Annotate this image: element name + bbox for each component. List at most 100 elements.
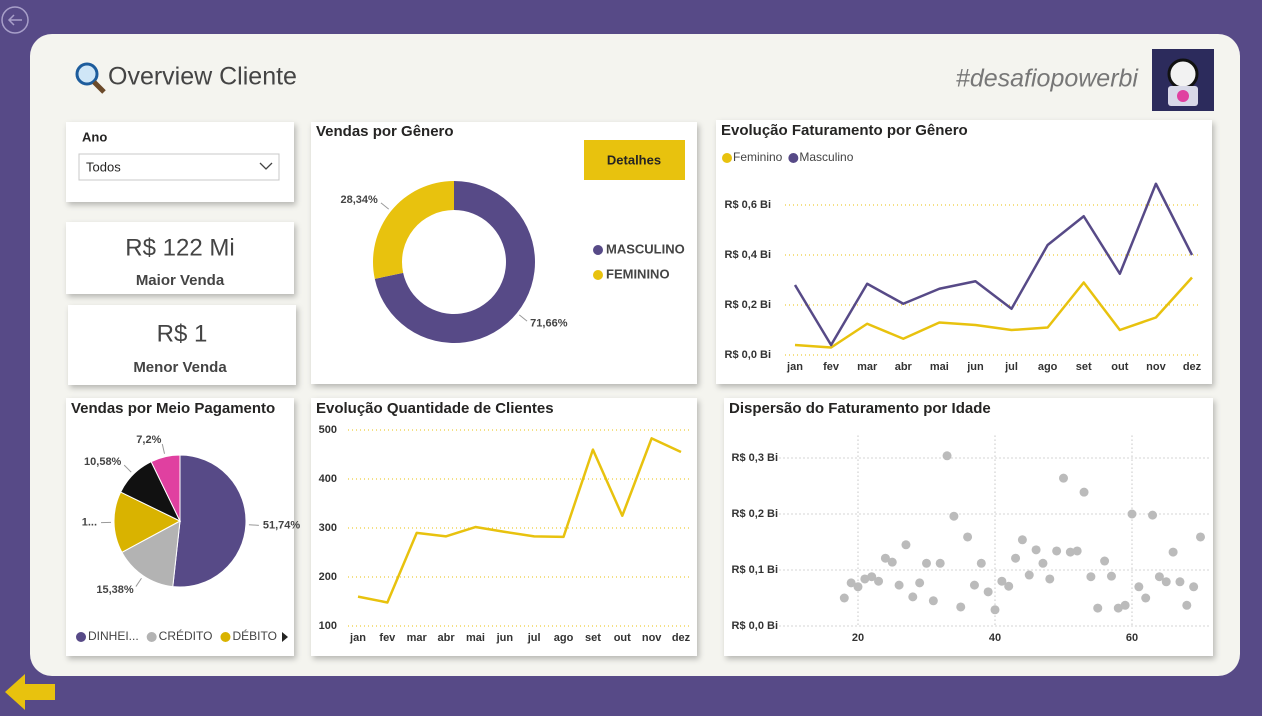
chart-title: Evolução Quantidade de Clientes bbox=[316, 400, 554, 417]
legend-label: DINHEI... bbox=[88, 629, 139, 643]
line-series bbox=[794, 276, 1193, 349]
scatter-point bbox=[1038, 558, 1048, 568]
leader-line bbox=[135, 577, 142, 587]
x-tick-label: dez bbox=[672, 632, 691, 644]
leader-line bbox=[123, 464, 132, 473]
legend-label: CRÉDITO bbox=[159, 628, 213, 643]
scatter-point bbox=[867, 572, 877, 582]
scatter-point bbox=[949, 511, 959, 521]
scatter-point bbox=[935, 558, 945, 568]
scatter-point bbox=[1004, 581, 1014, 591]
card-label: Maior Venda bbox=[136, 272, 225, 289]
slicer-label: Ano bbox=[82, 129, 107, 144]
y-tick-label: 400 bbox=[319, 473, 337, 485]
scatter-point bbox=[1196, 532, 1205, 542]
x-tick-label: fev bbox=[823, 361, 840, 373]
y-tick-label: 300 bbox=[319, 522, 337, 534]
pie-slice bbox=[121, 520, 181, 588]
scatter-point bbox=[846, 578, 856, 588]
data-label: 10,58% bbox=[84, 456, 122, 468]
pie-slice bbox=[113, 491, 182, 554]
data-label: 15,38% bbox=[96, 584, 134, 596]
legend-label: FEMININO bbox=[606, 266, 670, 281]
y-tick-label: 100 bbox=[319, 620, 337, 632]
leader-line bbox=[161, 443, 166, 454]
x-tick-label: fev bbox=[379, 632, 396, 644]
scatter-point bbox=[1024, 570, 1034, 580]
y-tick-label: 200 bbox=[319, 571, 337, 583]
leader-line bbox=[380, 202, 390, 210]
chart-title: Dispersão do Faturamento por Idade bbox=[729, 400, 991, 417]
x-tick-label: mar bbox=[407, 632, 428, 644]
avatar-logo bbox=[1177, 90, 1189, 102]
avatar-face bbox=[1167, 58, 1199, 90]
search-icon bbox=[75, 62, 99, 86]
x-tick-label: jan bbox=[349, 632, 366, 644]
x-tick-label: ago bbox=[1038, 361, 1058, 373]
x-tick-label: set bbox=[1076, 361, 1092, 373]
scatter-point bbox=[1175, 577, 1185, 587]
scatter-point bbox=[1141, 593, 1151, 603]
dropdown-chevron bbox=[259, 162, 273, 170]
search-icon-handle bbox=[92, 80, 106, 94]
scatter-point bbox=[1052, 546, 1062, 556]
chart-panel bbox=[311, 398, 697, 656]
scatter-point bbox=[1065, 547, 1075, 557]
scatter-point bbox=[915, 578, 925, 588]
scatter-point bbox=[1134, 582, 1144, 592]
pie-slice bbox=[150, 454, 181, 522]
y-tick-label: R$ 0,1 Bi bbox=[732, 564, 778, 576]
y-tick-label: R$ 0,2 Bi bbox=[725, 299, 771, 311]
scatter-point bbox=[997, 576, 1007, 586]
x-tick-label: jan bbox=[786, 361, 803, 373]
scatter-point bbox=[1148, 510, 1158, 520]
legend-more-arrow[interactable] bbox=[282, 632, 288, 642]
x-tick-label: dez bbox=[1183, 361, 1202, 373]
back-icon bbox=[7, 14, 22, 26]
scatter-point bbox=[1072, 546, 1082, 556]
nav-arrow[interactable] bbox=[5, 674, 55, 710]
x-tick-label: jun bbox=[496, 632, 514, 644]
details-button[interactable] bbox=[584, 140, 685, 180]
line-series bbox=[793, 182, 1194, 347]
scatter-point bbox=[942, 451, 952, 461]
legend-label: DÉBITO bbox=[232, 628, 276, 643]
legend-label: Masculino bbox=[799, 150, 853, 164]
card-value: R$ 122 Mi bbox=[125, 234, 234, 261]
x-tick-label: jun bbox=[966, 361, 984, 373]
x-tick-label: abr bbox=[895, 361, 913, 373]
x-tick-label: nov bbox=[642, 632, 662, 644]
scatter-point bbox=[1113, 603, 1123, 613]
hashtag: #desafiopowerbi bbox=[956, 65, 1140, 93]
scatter-point bbox=[1168, 547, 1178, 557]
scatter-point bbox=[1106, 571, 1116, 581]
y-tick-label: R$ 0,6 Bi bbox=[725, 199, 771, 211]
scatter-point bbox=[874, 576, 884, 586]
back-button[interactable] bbox=[1, 6, 29, 34]
legend-swatch bbox=[722, 153, 732, 163]
x-tick-label: 60 bbox=[1126, 632, 1138, 644]
scatter-point bbox=[969, 580, 979, 590]
line-series bbox=[357, 437, 682, 604]
data-label: 51,74% bbox=[263, 519, 301, 531]
data-label: 1... bbox=[82, 517, 97, 529]
card-panel bbox=[66, 222, 294, 294]
page-title: Overview Cliente bbox=[108, 63, 297, 91]
y-tick-label: 500 bbox=[319, 424, 337, 436]
scatter-point bbox=[1093, 603, 1103, 613]
scatter-point bbox=[956, 602, 966, 612]
y-tick-label: R$ 0,0 Bi bbox=[725, 349, 771, 361]
scatter-point bbox=[1017, 535, 1027, 545]
scatter-point bbox=[880, 553, 890, 563]
slicer-dropdown[interactable] bbox=[78, 153, 280, 181]
x-tick-label: 20 bbox=[852, 632, 864, 644]
x-tick-label: nov bbox=[1146, 361, 1166, 373]
scatter-point bbox=[983, 587, 993, 597]
scatter-point bbox=[976, 558, 986, 568]
scatter-point bbox=[1011, 553, 1021, 563]
scatter-point bbox=[1189, 582, 1199, 592]
x-tick-label: mar bbox=[857, 361, 878, 373]
card-panel bbox=[68, 305, 296, 385]
y-tick-label: R$ 0,4 Bi bbox=[725, 249, 771, 261]
